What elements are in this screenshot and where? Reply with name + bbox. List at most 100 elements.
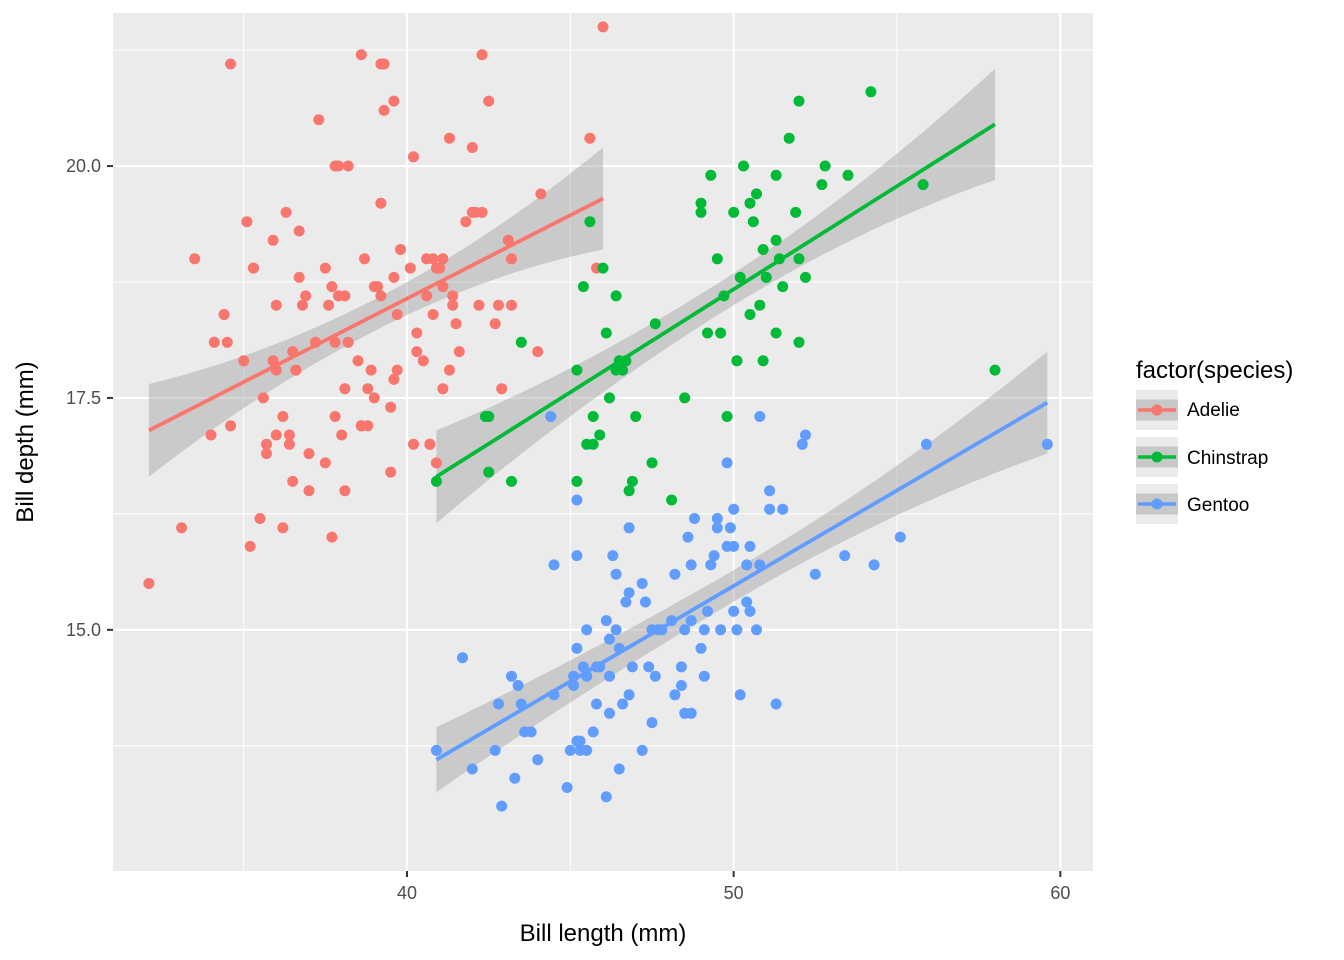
point-gentoo (728, 540, 740, 552)
legend-label-gentoo: Gentoo (1187, 495, 1249, 516)
point-adelie (313, 114, 325, 126)
point-gentoo (796, 438, 808, 450)
point-adelie (254, 513, 266, 524)
point-gentoo (600, 615, 612, 627)
point-chinstrap (630, 411, 642, 422)
point-adelie (359, 253, 370, 265)
point-adelie (375, 290, 387, 302)
point-gentoo (751, 624, 762, 636)
point-adelie (450, 318, 462, 330)
point-adelie (597, 21, 609, 33)
point-chinstrap (666, 494, 678, 506)
point-adelie (372, 281, 384, 293)
point-chinstrap (649, 318, 661, 330)
point-adelie (225, 420, 237, 432)
point-adelie (303, 448, 315, 460)
point-adelie (496, 383, 508, 395)
point-gentoo (581, 624, 593, 636)
point-adelie (437, 253, 449, 265)
point-chinstrap (770, 234, 782, 246)
point-adelie (326, 531, 338, 543)
axes: 40 50 60 15.0 17.5 20.0 (66, 156, 1070, 903)
point-adelie (489, 318, 501, 330)
point-gentoo (675, 661, 687, 673)
point-adelie (444, 364, 455, 376)
point-chinstrap (702, 327, 713, 339)
point-chinstrap (760, 271, 772, 283)
point-gentoo (457, 652, 468, 664)
point-chinstrap (646, 457, 658, 469)
point-adelie (404, 262, 416, 274)
point-gentoo (685, 559, 697, 571)
point-adelie (208, 336, 220, 348)
point-adelie (342, 160, 354, 172)
point-gentoo (711, 522, 723, 534)
point-adelie (421, 290, 433, 302)
point-adelie (244, 540, 256, 552)
point-adelie (355, 420, 367, 432)
point-adelie (270, 299, 282, 311)
point-adelie (339, 290, 351, 302)
point-adelie (362, 383, 374, 395)
point-adelie (283, 429, 295, 441)
point-chinstrap (731, 355, 743, 367)
point-chinstrap (728, 206, 740, 218)
point-gentoo (669, 568, 681, 580)
point-gentoo (571, 642, 583, 654)
point-gentoo (724, 522, 736, 534)
point-adelie (329, 336, 341, 348)
point-chinstrap (790, 206, 802, 218)
point-chinstrap (483, 411, 495, 422)
point-adelie (388, 271, 400, 283)
point-adelie (466, 206, 478, 218)
point-gentoo (728, 605, 740, 617)
point-adelie (391, 309, 403, 320)
point-adelie (319, 262, 331, 274)
point-chinstrap (711, 253, 723, 265)
point-adelie (365, 364, 377, 376)
point-adelie (355, 49, 367, 61)
point-adelie (417, 355, 429, 367)
point-gentoo (741, 559, 753, 571)
point-adelie (437, 383, 449, 395)
point-chinstrap (747, 216, 759, 228)
point-gentoo (675, 680, 687, 691)
point-gentoo (466, 763, 478, 775)
point-gentoo (509, 772, 521, 784)
x-tick-label: 50 (724, 883, 744, 903)
point-chinstrap (515, 336, 527, 348)
point-gentoo (623, 522, 635, 534)
point-gentoo (610, 624, 622, 636)
point-chinstrap (757, 355, 769, 367)
point-gentoo (839, 550, 851, 562)
point-gentoo (695, 642, 707, 654)
point-gentoo (754, 411, 766, 422)
point-chinstrap (783, 132, 795, 144)
point-adelie (205, 429, 217, 441)
point-adelie (427, 253, 439, 265)
point-adelie (532, 346, 544, 358)
point-gentoo (600, 791, 612, 803)
point-gentoo (636, 744, 648, 756)
point-gentoo (591, 698, 602, 710)
point-adelie (297, 299, 308, 311)
point-adelie (391, 364, 403, 376)
x-axis-title: Bill length (mm) (520, 920, 687, 947)
point-adelie (300, 290, 312, 302)
point-adelie (326, 281, 338, 293)
data-points (143, 21, 1053, 812)
legend-key-point (1151, 404, 1163, 416)
legend-item-chinstrap: Chinstrap (1136, 437, 1268, 477)
y-tick-label: 20.0 (66, 156, 101, 176)
point-gentoo (731, 624, 743, 636)
point-gentoo (764, 503, 776, 515)
point-adelie (424, 438, 436, 450)
point-adelie (378, 104, 390, 116)
point-gentoo (489, 744, 501, 756)
point-adelie (388, 95, 400, 107)
point-gentoo (1041, 438, 1053, 450)
major-gridlines (113, 13, 1093, 871)
point-gentoo (430, 744, 442, 756)
point-gentoo (643, 661, 655, 673)
point-adelie (270, 429, 282, 441)
